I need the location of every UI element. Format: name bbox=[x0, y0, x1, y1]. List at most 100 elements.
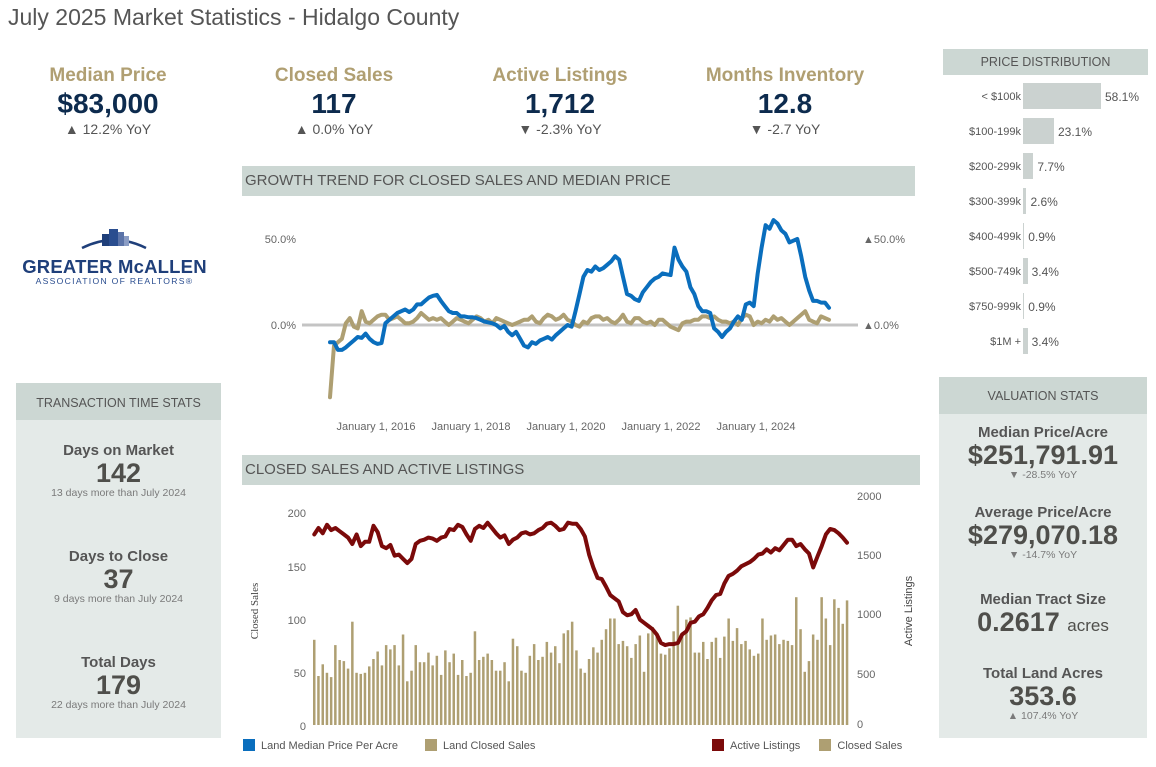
price-distribution-value: 3.4% bbox=[1031, 335, 1059, 349]
stat-label: Total Land Acres bbox=[982, 665, 1104, 682]
closed-sales-bar bbox=[642, 671, 646, 726]
stat-value: $279,070.18 bbox=[967, 520, 1119, 550]
closed-sales-bar bbox=[757, 653, 760, 725]
closed-sales-bar bbox=[638, 635, 642, 725]
stat-label: Days to Close bbox=[68, 548, 169, 565]
building-logo-icon bbox=[81, 229, 147, 250]
legend-item[interactable]: Closed Sales bbox=[819, 739, 902, 752]
closed-sales-bar bbox=[845, 600, 849, 725]
stat-yoy: ▲ 107.4% YoY bbox=[1007, 710, 1079, 722]
legend-item[interactable]: Active Listings bbox=[712, 739, 801, 752]
closed-sales-bar bbox=[824, 618, 828, 725]
stat-value: $251,791.91 bbox=[967, 440, 1119, 470]
closed-sales-bar bbox=[702, 641, 705, 725]
closed-sales-bar bbox=[727, 618, 730, 725]
y-tick-label-right: 500 bbox=[857, 669, 875, 681]
closed-sales-bar bbox=[668, 648, 671, 725]
closed-sales-bar bbox=[566, 630, 570, 725]
closed-sales-bar bbox=[655, 635, 658, 725]
closed-sales-bar bbox=[761, 618, 764, 725]
price-distribution-bar bbox=[1023, 258, 1028, 284]
transaction-time-header: TRANSACTION TIME STATS bbox=[16, 383, 221, 420]
y-tick-label-right: 0 bbox=[857, 719, 863, 731]
price-distribution-value: 7.7% bbox=[1037, 160, 1065, 174]
closed-sales-bar bbox=[613, 618, 616, 725]
legend-label: Active Listings bbox=[730, 740, 801, 752]
closed-sales-bar bbox=[486, 653, 489, 725]
closed-sales-bar bbox=[562, 633, 565, 725]
price-distribution-row: $300-399k 2.6% bbox=[943, 188, 1156, 216]
y-tick-label-right: ▲0.0% bbox=[863, 320, 899, 332]
closed-sales-bar bbox=[647, 633, 650, 725]
stat-average-price-acre: Average Price/Acre $279,070.18 ▼ -14.7% … bbox=[939, 504, 1147, 561]
closed-sales-bar bbox=[482, 656, 485, 725]
closed-sales-bar bbox=[532, 644, 536, 725]
closed-sales-bar bbox=[422, 662, 426, 725]
x-tick-label: January 1, 2018 bbox=[432, 421, 511, 433]
closed-sales-bar bbox=[499, 670, 502, 725]
closed-sales-bar bbox=[676, 605, 680, 725]
closed-sales-bar bbox=[587, 659, 591, 725]
y-tick-label-right: 1000 bbox=[857, 609, 881, 621]
closed-sales-bar bbox=[477, 660, 481, 725]
closed-sales-bar bbox=[558, 663, 561, 725]
closed-sales-bar bbox=[697, 652, 701, 725]
closed-sales-bar bbox=[444, 650, 447, 725]
legend-swatch-blue-icon bbox=[243, 739, 255, 751]
closed-sales-bar bbox=[718, 657, 722, 725]
legend-swatch-maroon-icon bbox=[712, 739, 724, 751]
closed-sales-bar bbox=[346, 668, 350, 725]
stat-note: 22 days more than July 2024 bbox=[51, 699, 186, 711]
legend-item[interactable]: Land Median Price Per Acre bbox=[243, 739, 398, 752]
closed-sales-bar bbox=[600, 639, 603, 725]
logo-line1: GREATER McALLEN bbox=[22, 256, 207, 277]
stat-days-on-market: Days on Market 142 13 days more than Jul… bbox=[16, 442, 221, 499]
stat-value: 353.6 bbox=[1009, 681, 1077, 711]
section-title: VALUATION STATS bbox=[987, 389, 1099, 403]
closed-sales-bar bbox=[731, 640, 735, 725]
price-range-label: $500-749k bbox=[969, 266, 1021, 278]
closed-sales-bar bbox=[634, 644, 637, 725]
closed-sales-bar bbox=[740, 644, 743, 725]
closed-sales-bar bbox=[465, 676, 468, 725]
closed-sales-bar bbox=[380, 665, 384, 725]
closed-sales-bar bbox=[524, 672, 527, 725]
price-distribution-value: 23.1% bbox=[1058, 125, 1093, 139]
stat-label: Average Price/Acre bbox=[974, 504, 1112, 521]
stat-median-tract-size: Median Tract Size 0.2617 acres bbox=[939, 591, 1147, 640]
kpi-label: Active Listings bbox=[492, 65, 628, 86]
x-tick-label: January 1, 2020 bbox=[527, 421, 606, 433]
stat-unit: acres bbox=[1067, 616, 1109, 635]
closed-sales-bar bbox=[773, 634, 777, 725]
closed-sales-bar bbox=[372, 659, 375, 725]
closed-sales-bar bbox=[545, 641, 549, 725]
closed-sales-bar bbox=[828, 645, 832, 725]
closed-sales-bar bbox=[621, 640, 625, 725]
closed-sales-bar bbox=[406, 681, 409, 725]
logo-line2: ASSOCIATION OF REALTORS® bbox=[35, 276, 194, 286]
closed-sales-bar bbox=[418, 662, 422, 725]
growth-trend-chart: 50.0% 0.0% ▲50.0% ▲0.0% January 1, 2016 … bbox=[265, 218, 905, 433]
stat-label: Median Price/Acre bbox=[977, 424, 1109, 441]
closed-sales-bar bbox=[325, 672, 329, 725]
kpi-months-inventory: Months Inventory 12.8 ▼ -2.7 YoY bbox=[685, 64, 885, 138]
price-distribution-row: $750-999k 0.9% bbox=[943, 293, 1156, 321]
price-distribution-row: $400-499k 0.9% bbox=[943, 223, 1156, 251]
section-title: GROWTH TREND FOR CLOSED SALES AND MEDIAN… bbox=[245, 172, 671, 189]
legend-right: Active Listings Closed Sales bbox=[712, 739, 902, 752]
closed-sales-bar bbox=[528, 655, 532, 725]
closed-sales-bar bbox=[321, 664, 324, 725]
price-range-label: < $100k bbox=[981, 91, 1021, 103]
median-price-trend-line bbox=[328, 218, 831, 352]
closed-sales-bar bbox=[537, 660, 540, 725]
closed-sales-bar bbox=[625, 646, 629, 725]
kpi-yoy: ▲ 0.0% YoY bbox=[294, 121, 374, 137]
x-tick-label: January 1, 2024 bbox=[717, 421, 796, 433]
price-distribution-value: 3.4% bbox=[1031, 265, 1059, 279]
closed-sales-bar bbox=[448, 662, 451, 725]
legend-item[interactable]: Land Closed Sales bbox=[425, 739, 535, 752]
kpi-value: 12.8 bbox=[757, 88, 813, 119]
price-range-label: $100-199k bbox=[969, 126, 1021, 138]
closed-sales-bar bbox=[837, 607, 840, 725]
y-tick-label-right: 2000 bbox=[857, 491, 881, 503]
